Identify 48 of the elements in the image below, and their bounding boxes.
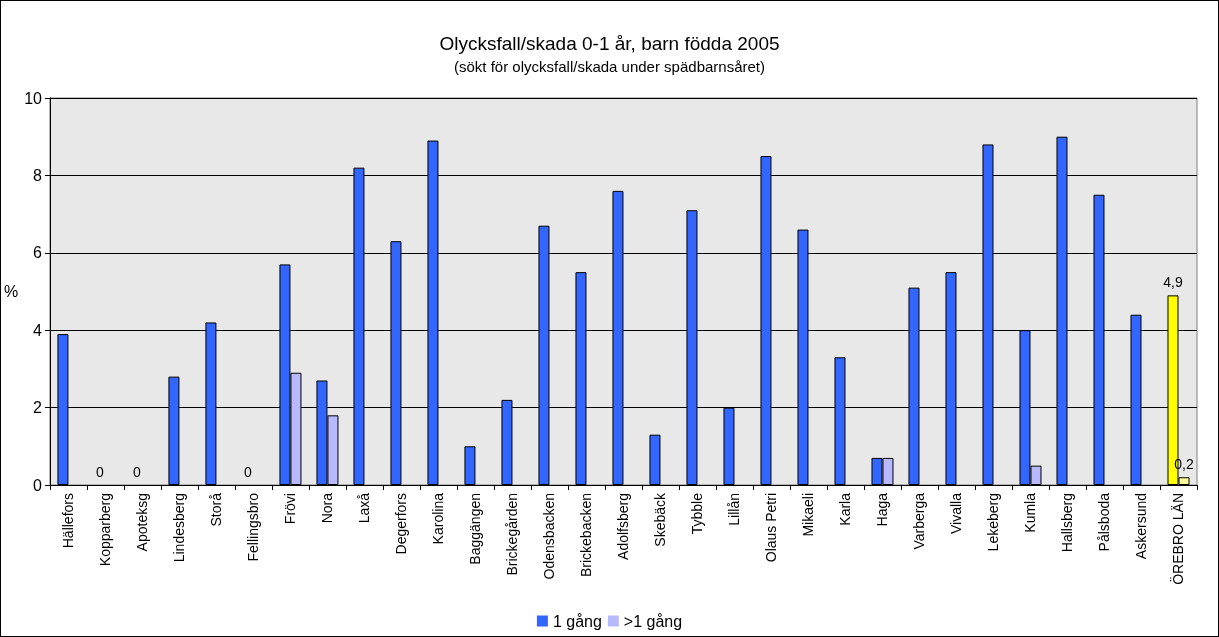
x-tick-label: Brickebacken	[578, 493, 595, 578]
x-tick-label: Lekeberg	[985, 493, 1002, 552]
x-tick-label: Olaus Petri	[763, 493, 780, 563]
data-label: 0	[133, 464, 142, 480]
legend-label: 1 gång	[552, 612, 602, 630]
x-tick-label: Vivalla	[948, 492, 965, 534]
x-tick-label: Tybble	[689, 492, 706, 535]
data-label: 0	[96, 464, 105, 480]
x-tick-label: Nora	[319, 492, 336, 524]
x-tick-label: Haga	[874, 492, 891, 527]
x-tick-label: Hallsberg	[1059, 493, 1076, 553]
y-tick-label: 2	[33, 399, 43, 417]
x-tick-label: Laxå	[356, 492, 373, 524]
legend-label: >1 gång	[623, 612, 683, 630]
x-tick-label: Storå	[208, 492, 225, 527]
data-label: 0	[244, 464, 253, 480]
bar	[649, 434, 661, 485]
x-tick-label: Karolina	[430, 492, 447, 545]
y-tick-label: 4	[33, 321, 43, 339]
bar	[464, 446, 476, 485]
x-tick-label: Askersund	[1133, 493, 1150, 560]
y-tick-label: 6	[33, 244, 43, 262]
x-tick-label: Kumla	[1022, 492, 1039, 533]
x-tick-label: Karla	[837, 492, 854, 526]
x-tick-label: Mikaeli	[800, 493, 817, 537]
x-tick-label: Skebäck	[652, 492, 669, 547]
x-tick-label: Degerfors	[393, 493, 410, 555]
x-tick-label: Hällefors	[60, 493, 77, 549]
x-tick-label: Frövi	[282, 493, 299, 525]
y-tick-label: 8	[33, 166, 43, 184]
x-tick-label: Adolfsberg	[615, 493, 632, 560]
x-tick-label: Odensbacken	[541, 493, 558, 580]
x-tick-label: Brickegården	[504, 493, 521, 576]
x-tick-label: ÖREBRO LÄN	[1169, 493, 1187, 585]
x-tick-label: Apoteksg	[134, 493, 151, 552]
x-tick-label: Varberga	[911, 492, 928, 550]
x-tick-label: Pålsboda	[1096, 492, 1113, 552]
chart-subtitle: (sökt för olycksfall/skada under spädbarnsåret)	[454, 58, 765, 75]
y-tick-label: 0	[33, 476, 43, 494]
x-tick-label: Lindesberg	[171, 493, 188, 563]
x-tick-label: Fellingsbro	[245, 492, 262, 562]
data-label: 4,9	[1163, 274, 1183, 291]
x-tick-label: Lillån	[726, 493, 743, 526]
x-tick-label: Baggängen	[467, 493, 484, 565]
y-tick-label: 10	[24, 89, 43, 107]
y-axis-title: %	[3, 283, 19, 300]
x-tick-label: Kopparberg	[97, 493, 114, 567]
chart-title: Olycksfall/skada 0-1 år, barn födda 2005	[439, 33, 780, 54]
